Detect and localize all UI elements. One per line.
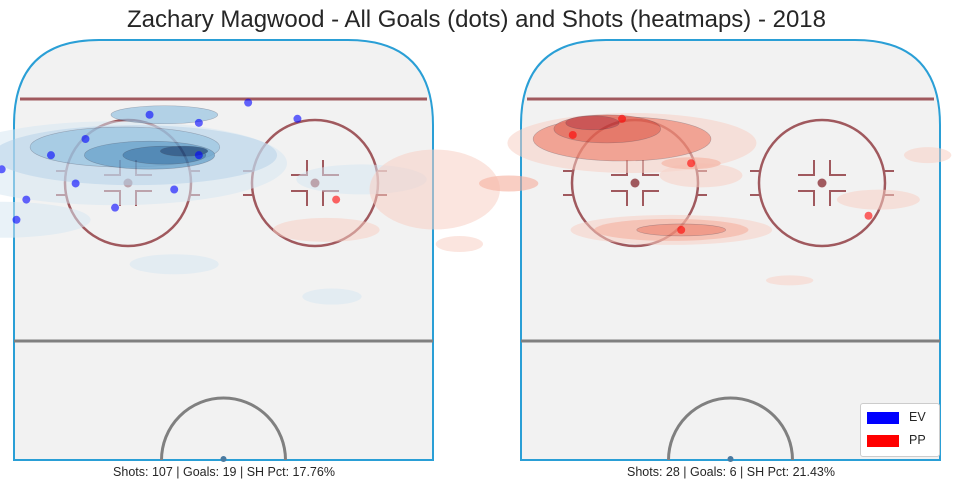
faceoff-circle xyxy=(757,118,887,248)
faceoff-hash-mark xyxy=(291,190,308,206)
faceoff-hash-mark xyxy=(829,190,846,206)
center-dot xyxy=(220,456,227,462)
legend: EV PP xyxy=(860,403,940,457)
legend-swatch-pp xyxy=(867,435,899,447)
heatmap-contour xyxy=(836,189,920,210)
goal-dot xyxy=(687,159,696,168)
rink-panel-ev xyxy=(0,39,434,462)
goal-dot xyxy=(111,203,120,212)
goal-dot xyxy=(12,215,21,224)
goal-dot xyxy=(194,118,203,127)
faceoff-hash-mark xyxy=(829,160,846,176)
heatmap-contour xyxy=(129,254,219,275)
heatmap-contour xyxy=(903,147,952,164)
goal-dot xyxy=(145,110,154,119)
heatmap-contour xyxy=(0,201,91,238)
goal-dot xyxy=(864,211,873,220)
goal-dot xyxy=(568,130,577,139)
heatmap-contour xyxy=(659,163,743,188)
pp-stats-text: Shots: 28 | Goals: 6 | SH Pct: 21.43% xyxy=(627,465,835,479)
faceoff-hash-mark xyxy=(642,190,659,206)
ev-stats-text: Shots: 107 | Goals: 19 | SH Pct: 17.76% xyxy=(113,465,335,479)
faceoff-hash-mark xyxy=(611,190,628,206)
heatmap-contour xyxy=(479,175,539,192)
chart-title: Zachary Magwood - All Goals (dots) and S… xyxy=(127,6,826,33)
shot-heatmap xyxy=(0,105,427,305)
goal-dot xyxy=(170,185,179,194)
goal-dot xyxy=(0,165,6,174)
heatmap-contour xyxy=(272,217,380,242)
center-dot xyxy=(727,456,734,462)
goal-dot xyxy=(677,225,686,234)
heatmap-contour xyxy=(765,275,814,286)
goal-dot xyxy=(244,98,253,107)
goal-dot xyxy=(194,151,203,160)
heatmap-contour xyxy=(110,105,219,125)
heatmap-contour xyxy=(565,115,620,131)
goal-dot xyxy=(22,195,31,204)
goal-dot xyxy=(71,179,80,188)
shot-heatmap xyxy=(272,113,952,286)
heatmap-contour xyxy=(369,149,500,230)
legend-label-pp: PP xyxy=(909,433,926,447)
faceoff-hash-mark xyxy=(798,160,815,176)
heatmap-contour xyxy=(435,236,484,253)
legend-label-ev: EV xyxy=(909,410,926,424)
goal-dot xyxy=(81,135,90,143)
goal-dot xyxy=(46,151,55,160)
goal-dot xyxy=(618,114,627,123)
heatmap-contour xyxy=(302,288,362,305)
goal-dot xyxy=(293,114,302,123)
center-circle xyxy=(160,396,287,461)
goal-dot xyxy=(332,195,341,204)
faceoff-hash-mark xyxy=(798,190,815,206)
faceoff-dot xyxy=(630,178,640,188)
legend-swatch-ev xyxy=(867,412,899,424)
faceoff-dot xyxy=(817,178,827,188)
center-circle xyxy=(667,396,794,461)
rink-panel-pp xyxy=(272,39,952,462)
